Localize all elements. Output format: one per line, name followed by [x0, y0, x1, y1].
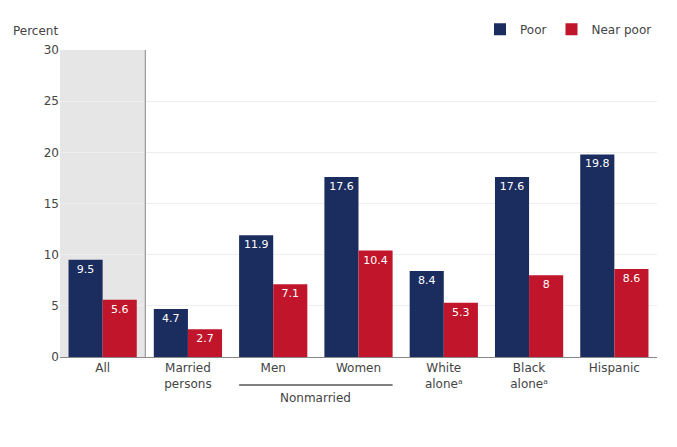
svg-text:5.3: 5.3 [452, 306, 470, 319]
svg-text:Percent: Percent [13, 24, 58, 38]
svg-text:All: All [95, 361, 110, 375]
svg-text:Nonmarried: Nonmarried [280, 391, 351, 405]
svg-text:7.1: 7.1 [282, 287, 300, 300]
svg-text:17.6: 17.6 [329, 180, 354, 193]
svg-text:9.5: 9.5 [77, 263, 95, 276]
svg-text:Hispanic: Hispanic [589, 361, 640, 375]
svg-text:10.4: 10.4 [363, 254, 388, 267]
svg-text:Marriedpersons: Marriedpersons [164, 361, 211, 391]
svg-text:8.4: 8.4 [418, 274, 436, 287]
svg-text:Near poor: Near poor [591, 23, 651, 37]
svg-text:Whitealoneᵃ: Whitealoneᵃ [425, 361, 463, 391]
svg-text:10: 10 [44, 248, 59, 262]
svg-text:Men: Men [261, 361, 286, 375]
svg-text:20: 20 [44, 146, 59, 160]
svg-text:30: 30 [44, 43, 59, 57]
svg-text:Blackaloneᵃ: Blackaloneᵃ [510, 361, 548, 391]
svg-text:25: 25 [44, 94, 59, 108]
svg-text:Women: Women [336, 361, 381, 375]
svg-text:11.9: 11.9 [244, 238, 269, 251]
svg-text:19.8: 19.8 [585, 157, 610, 170]
svg-text:5: 5 [51, 299, 59, 313]
svg-text:2.7: 2.7 [196, 332, 214, 345]
svg-text:15: 15 [44, 197, 59, 211]
svg-text:8: 8 [543, 278, 550, 291]
svg-text:4.7: 4.7 [162, 312, 180, 325]
svg-text:5.6: 5.6 [111, 303, 129, 316]
svg-text:8.6: 8.6 [623, 272, 641, 285]
svg-text:17.6: 17.6 [500, 180, 525, 193]
svg-text:0: 0 [51, 350, 59, 364]
svg-text:Poor: Poor [520, 23, 546, 37]
